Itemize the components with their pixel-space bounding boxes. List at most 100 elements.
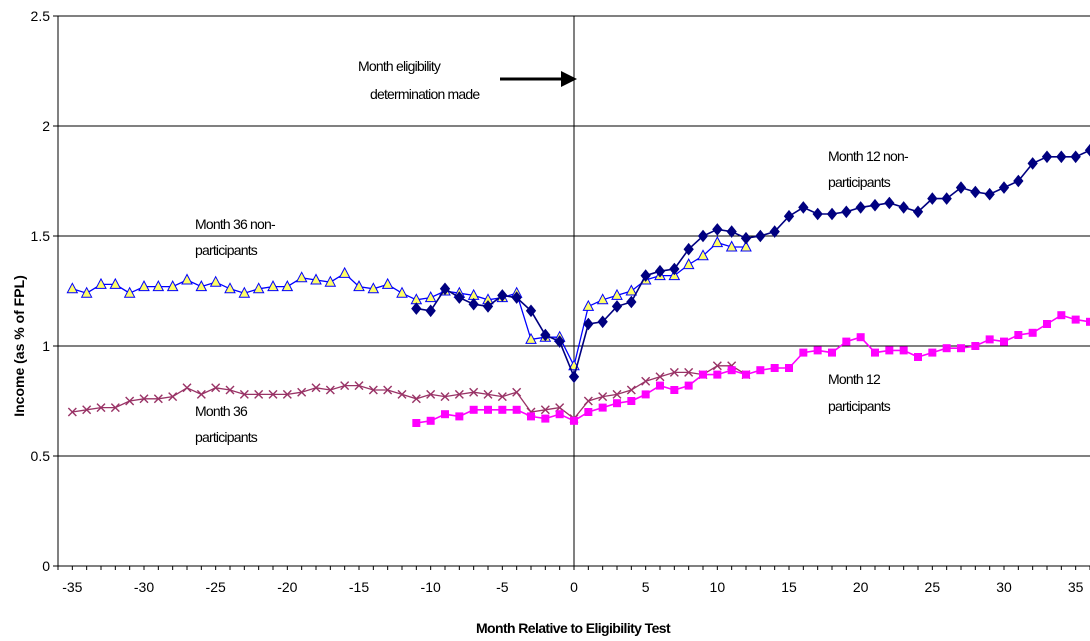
data-point-square <box>785 364 793 372</box>
data-point-diamond <box>1056 150 1067 164</box>
data-point-square <box>498 405 507 414</box>
data-point-x <box>182 383 192 393</box>
data-point-square <box>670 386 679 394</box>
data-point-diamond <box>669 262 680 276</box>
data-point-triangle <box>625 284 638 296</box>
data-point-square <box>727 366 736 375</box>
x-tick-label: 35 <box>1068 579 1084 595</box>
data-point-x <box>211 383 221 393</box>
data-point-square <box>684 381 693 390</box>
data-point-x <box>454 389 464 399</box>
data-point-diamond <box>654 264 666 278</box>
data-point-square <box>799 348 808 357</box>
data-point-triangle <box>353 280 365 292</box>
data-point-square <box>742 370 750 379</box>
y-tick-label: 1.5 <box>31 228 51 244</box>
axes: 0 0.5 1 1.5 2 2.5 -35 -30 -25 -20 -15 -10 -5 0 5 10 15 20… <box>31 8 1090 595</box>
data-point-diamond <box>468 297 479 311</box>
data-point-diamond <box>998 181 1010 194</box>
data-point-x <box>483 389 493 399</box>
data-point-diamond <box>912 205 924 219</box>
data-point-diamond <box>482 300 494 313</box>
data-point-x <box>583 396 593 406</box>
x-tick-label: 15 <box>781 579 797 595</box>
data-point-diamond <box>497 289 508 302</box>
data-point-triangle <box>381 277 394 289</box>
y-tick-label: 0.5 <box>31 448 51 464</box>
series-m12-nonparticipants <box>411 143 1090 384</box>
data-point-square <box>914 353 922 361</box>
annotation-m36-participants: Month 36 participants <box>195 403 259 445</box>
data-point-diamond <box>697 229 709 243</box>
data-point-x <box>196 389 206 399</box>
data-point-x <box>397 389 407 399</box>
data-point-diamond <box>454 291 465 304</box>
data-point-triangle <box>138 280 150 292</box>
data-point-x <box>383 385 393 395</box>
data-point-square <box>813 346 822 355</box>
data-point-x <box>82 405 92 415</box>
data-point-square <box>555 410 564 419</box>
data-point-triangle <box>181 273 193 285</box>
data-point-square <box>412 419 421 427</box>
arrow-right-icon <box>500 71 577 87</box>
data-point-diamond <box>583 317 594 331</box>
annotation-eligibility-line1: Month eligibility <box>358 58 441 74</box>
data-point-x <box>96 403 106 413</box>
data-point-triangle <box>338 266 351 278</box>
data-point-triangle <box>295 271 308 283</box>
data-point-x <box>125 396 135 406</box>
data-point-x <box>655 372 665 382</box>
x-tick-label: 20 <box>853 579 869 595</box>
data-point-x <box>440 392 450 402</box>
data-point-square <box>957 344 965 353</box>
data-point-square <box>770 364 779 372</box>
annotation-m12-nonpart-line1: Month 12 non- <box>828 148 909 164</box>
data-point-x <box>282 389 292 399</box>
data-point-x <box>268 389 278 399</box>
data-point-triangle <box>281 280 294 292</box>
data-point-diamond <box>955 181 967 194</box>
gridlines <box>58 15 1090 566</box>
data-point-diamond <box>726 225 737 238</box>
data-point-diamond <box>1084 143 1090 157</box>
annotation-m12-part-line1: Month 12 <box>828 371 881 387</box>
data-point-diamond <box>855 201 866 214</box>
data-point-square <box>856 333 865 342</box>
data-point-square <box>441 410 449 419</box>
data-point-triangle <box>238 286 251 298</box>
data-point-square <box>584 408 593 416</box>
data-point-triangle <box>224 282 236 294</box>
series-m36-participants <box>67 361 751 424</box>
data-point-x <box>311 383 321 393</box>
data-point-triangle <box>424 291 437 303</box>
data-point-diamond <box>626 295 637 309</box>
data-point-square <box>469 405 478 414</box>
series-line <box>72 241 746 368</box>
data-point-square <box>842 337 851 346</box>
data-point-diamond <box>740 231 752 245</box>
x-tick-label: -10 <box>421 579 441 595</box>
data-point-triangle <box>310 273 322 285</box>
data-point-square <box>484 405 492 414</box>
data-point-diamond <box>884 196 895 210</box>
annotation-m36-part-line2: participants <box>195 429 258 445</box>
data-point-x <box>512 387 522 397</box>
data-point-diamond <box>783 209 795 223</box>
data-point-diamond <box>540 328 551 342</box>
data-point-diamond <box>769 225 780 238</box>
data-point-square <box>1057 311 1066 320</box>
data-point-square <box>699 370 707 379</box>
data-point-triangle <box>166 280 179 292</box>
data-point-x <box>598 392 608 402</box>
y-tick-label: 2.5 <box>31 8 51 24</box>
data-point-diamond <box>941 192 952 205</box>
x-tick-label: -20 <box>277 579 297 595</box>
data-point-square <box>928 348 937 357</box>
data-point-triangle <box>697 249 709 261</box>
data-point-diamond <box>841 205 852 219</box>
data-point-diamond <box>1013 174 1024 188</box>
data-point-triangle <box>66 282 79 294</box>
data-point-square <box>828 348 836 357</box>
